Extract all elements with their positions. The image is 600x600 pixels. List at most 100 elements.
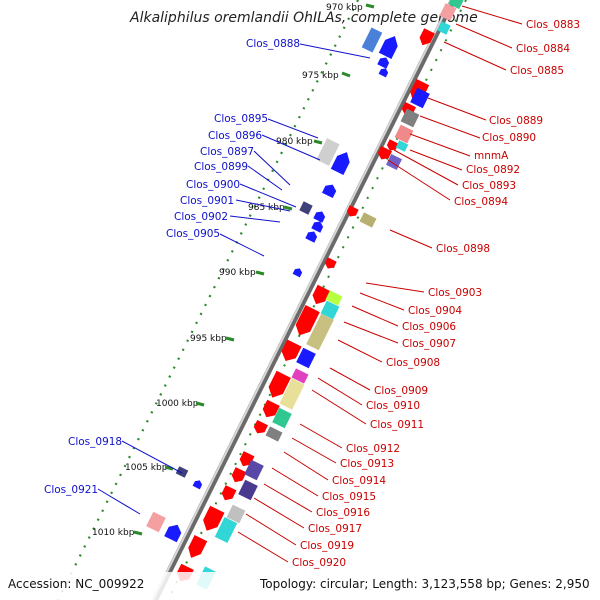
gene-label-left[interactable]: Clos_0900 — [186, 179, 240, 191]
reverse-gene-arrow[interactable] — [262, 399, 280, 418]
forward-gene-arrow[interactable] — [330, 152, 350, 175]
tick-label: 1010 kbp — [92, 528, 135, 538]
gene-label-right[interactable]: Clos_0907 — [402, 338, 456, 350]
gene-features — [146, 0, 464, 590]
gene-label-right[interactable]: Clos_0920 — [292, 557, 346, 569]
reverse-gene-arrow[interactable] — [419, 28, 435, 46]
tick-label: 995 kbp — [190, 334, 227, 344]
gene-label-right[interactable]: Clos_0916 — [316, 507, 370, 519]
tick-label: 980 kbp — [276, 137, 313, 147]
tick-label: 1005 kbp — [125, 463, 168, 473]
forward-gene-arrow[interactable] — [292, 268, 303, 278]
footer-band — [0, 572, 600, 600]
reverse-gene-arrow[interactable] — [268, 370, 291, 398]
cog-color-box — [146, 511, 166, 533]
gene-label-right[interactable]: Clos_0908 — [386, 357, 440, 369]
topology-text: Topology: circular; Length: 3,123,558 bp… — [259, 577, 590, 591]
gene-label-right[interactable]: Clos_0892 — [466, 164, 520, 176]
forward-gene-arrow[interactable] — [322, 184, 337, 198]
gene-label-right[interactable]: Clos_0893 — [462, 180, 516, 192]
gene-label-right[interactable]: Clos_0885 — [510, 65, 564, 77]
gene-label-left[interactable]: Clos_0901 — [180, 195, 234, 207]
gene-label-left[interactable]: Clos_0902 — [174, 211, 228, 223]
gene-label-right[interactable]: Clos_0913 — [340, 458, 394, 470]
tick-marks — [133, 3, 375, 536]
tick-label: 985 kbp — [248, 203, 285, 213]
gene-label-right[interactable]: Clos_0906 — [402, 321, 456, 333]
forward-gene-arrow[interactable] — [192, 480, 203, 490]
forward-gene-arrow[interactable] — [164, 524, 182, 543]
cog-color-box — [175, 466, 189, 478]
gene-label-left[interactable]: Clos_0895 — [214, 113, 268, 125]
cog-color-box — [244, 459, 264, 481]
forward-gene-arrow[interactable] — [378, 36, 398, 59]
tick-labels: 970 kbp 975 kbp 980 kbp 985 kbp 990 kbp … — [92, 3, 363, 538]
reverse-gene-arrow[interactable] — [295, 305, 320, 336]
reverse-gene-arrow[interactable] — [324, 257, 337, 269]
cog-color-box — [394, 124, 414, 144]
gene-label-right[interactable]: Clos_0912 — [346, 443, 400, 455]
gene-label-right[interactable]: Clos_0909 — [374, 385, 428, 397]
gene-label-right[interactable]: Clos_0903 — [428, 287, 482, 299]
gene-label-left[interactable]: Clos_0899 — [194, 161, 248, 173]
right-leaders — [237, 5, 523, 563]
reverse-gene-arrow[interactable] — [346, 205, 359, 217]
gene-label-right[interactable]: Clos_0890 — [482, 132, 536, 144]
gene-label-left[interactable]: Clos_0896 — [208, 130, 262, 142]
tick-label: 990 kbp — [219, 268, 256, 278]
map-title: Alkaliphilus oremlandii OhILAs, complete… — [129, 10, 478, 26]
genome-backbone-highlight — [151, 0, 453, 600]
reverse-gene-arrow[interactable] — [203, 505, 225, 531]
reverse-gene-arrow[interactable] — [281, 339, 302, 362]
tick-label: 975 kbp — [302, 71, 339, 81]
gene-label-right[interactable]: Clos_0889 — [489, 115, 543, 127]
forward-gene-arrow[interactable] — [311, 221, 324, 233]
cog-color-box — [226, 504, 246, 524]
gene-label-right[interactable]: Clos_0914 — [332, 475, 386, 487]
gene-label-right[interactable]: Clos_0904 — [408, 305, 462, 317]
gene-label-right[interactable]: Clos_0917 — [308, 523, 362, 535]
gene-label-left[interactable]: Clos_0921 — [44, 484, 98, 496]
left-leaders — [97, 43, 371, 515]
tick-label: 970 kbp — [326, 3, 363, 13]
cog-color-box — [448, 0, 464, 10]
reverse-gene-arrow[interactable] — [377, 146, 392, 160]
gene-label-right[interactable]: Clos_0884 — [516, 43, 570, 55]
cog-color-box — [437, 21, 451, 35]
gene-label-right[interactable]: Clos_0910 — [366, 400, 420, 412]
gene-label-right[interactable]: Clos_0915 — [322, 491, 376, 503]
cog-color-box — [439, 3, 457, 21]
cog-color-box — [359, 212, 377, 228]
reverse-gene-arrow[interactable] — [221, 485, 237, 501]
gene-label-right[interactable]: Clos_0911 — [370, 419, 424, 431]
cog-color-box — [214, 517, 238, 543]
reverse-gene-arrow[interactable] — [386, 139, 399, 151]
forward-gene-arrow[interactable] — [378, 68, 389, 78]
gene-label-right[interactable]: Clos_0919 — [300, 540, 354, 552]
gene-label-left[interactable]: Clos_0918 — [68, 436, 122, 448]
forward-gene-arrow[interactable] — [305, 231, 318, 243]
reverse-gene-arrow[interactable] — [231, 467, 247, 483]
gene-label-right[interactable]: Clos_0898 — [436, 243, 490, 255]
reverse-gene-arrow[interactable] — [253, 420, 268, 434]
gene-label-left[interactable]: Clos_0888 — [246, 38, 300, 50]
left-labels: Clos_0888 Clos_0895 Clos_0896 Clos_0897 … — [44, 38, 300, 496]
cog-color-box — [395, 140, 409, 152]
forward-gene-arrow[interactable] — [313, 211, 326, 223]
cog-color-box — [361, 27, 383, 53]
cog-color-box — [296, 347, 316, 369]
cog-color-box — [306, 313, 334, 351]
cog-color-box — [238, 479, 258, 501]
cog-color-box — [279, 378, 305, 410]
gene-label-left[interactable]: Clos_0897 — [200, 146, 254, 158]
gene-label-left[interactable]: Clos_0905 — [166, 228, 220, 240]
gene-label-right[interactable]: Clos_0894 — [454, 196, 508, 208]
cog-color-box — [265, 426, 283, 442]
gene-label-right[interactable]: Clos_0883 — [526, 19, 580, 31]
cog-color-box — [400, 108, 420, 128]
forward-gene-arrow[interactable] — [377, 57, 390, 69]
reverse-gene-arrow[interactable] — [188, 535, 208, 558]
genome-backbone — [151, 0, 457, 600]
accession-text: Accession: NC_009922 — [8, 577, 144, 591]
gene-label-right[interactable]: mnmA — [474, 150, 509, 162]
